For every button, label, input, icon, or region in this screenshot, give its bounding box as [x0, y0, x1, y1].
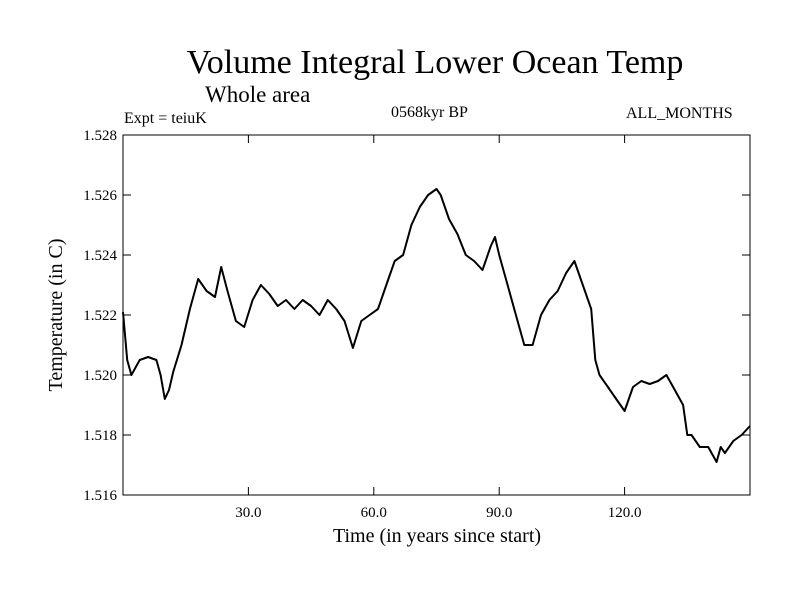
y-tick-label: 1.516 — [83, 488, 117, 504]
x-tick-label: 30.0 — [235, 505, 261, 521]
y-tick-label: 1.522 — [83, 308, 117, 324]
x-tick-label: 60.0 — [361, 505, 387, 521]
y-tick-label: 1.528 — [83, 128, 117, 144]
y-tick-label: 1.520 — [83, 368, 117, 384]
experiment-label: Expt = teiuK — [124, 110, 207, 127]
y-axis-label: Temperature (in C) — [45, 239, 67, 392]
series-line — [122, 188, 751, 463]
y-tick-label: 1.524 — [83, 248, 117, 264]
y-axis-ticks: 1.516 1.518 1.520 1.522 1.524 1.526 1.528 — [83, 128, 750, 504]
x-axis-label: Time (in years since start) — [333, 525, 541, 547]
y-tick-label: 1.526 — [83, 188, 117, 204]
period-label: 0568kyr BP — [391, 104, 468, 121]
y-tick-label: 1.518 — [83, 428, 117, 444]
chart-subtitle: Whole area — [205, 82, 311, 107]
x-tick-label: 90.0 — [486, 505, 512, 521]
series-layer — [122, 188, 751, 463]
x-axis-ticks: 30.0 60.0 90.0 120.0 — [235, 135, 641, 521]
x-tick-label: 120.0 — [608, 505, 642, 521]
chart-title: Volume Integral Lower Ocean Temp — [186, 44, 684, 81]
months-label: ALL_MONTHS — [626, 105, 733, 122]
